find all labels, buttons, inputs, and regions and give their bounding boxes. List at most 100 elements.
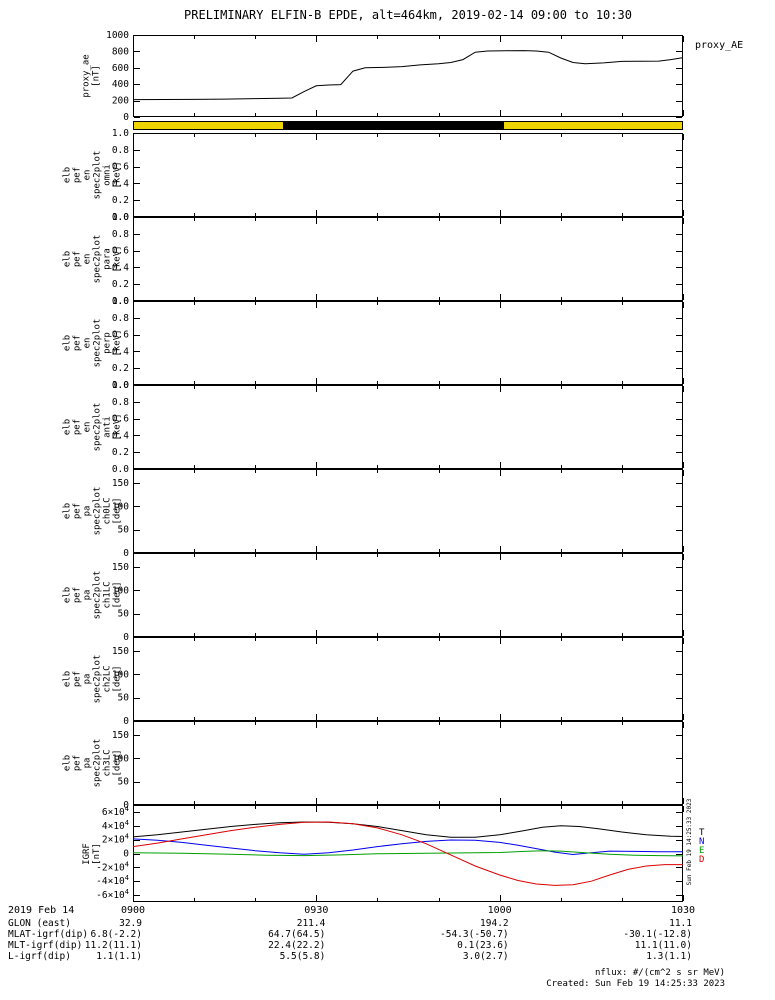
annotation-value: 11.1(11.0) [634,940,692,951]
ytick-label: 0.2 [112,447,129,458]
ytick-label: 100 [112,753,129,764]
panel-proxy_ae: 0 200 400 600 800 1000 [106,30,684,123]
ytick-label: 0 [123,112,129,123]
availability-segment [504,122,682,129]
ytick-label: 1000 [106,30,129,41]
xtick-label: 0930 [304,905,329,916]
ytick-label: 1.0 [112,380,129,391]
annotation-value: -30.1(-12.8) [623,929,692,940]
ytick-label: 400 [112,79,129,90]
ytick-label: 150 [112,730,129,741]
plot-title: PRELIMINARY ELFIN-B EPDE, alt=464km, 201… [184,8,632,22]
ylabel-pa_ch3lc: elb pef pa spec2plot ch3LC [deg] [56,721,128,805]
ytick-label: 150 [112,646,129,657]
series-D [132,821,683,886]
ytick-label: 50 [118,693,130,704]
ytick-label: 600 [112,63,129,74]
ytick-label: 0 [123,849,129,860]
ytick-label: 0.4 [112,346,129,357]
ytick-label: 4×104 [102,819,129,832]
ytick-label: -4×104 [96,874,129,887]
ytick-label: 50 [118,609,130,620]
ylabel-text: elb pef en spec2plot omni [keV] [62,150,122,200]
ytick-label: 6×104 [102,805,129,818]
ylabel-text: elb pef pa spec2plot ch0LC [deg] [62,486,122,536]
ylabel-en_para: elb pef en spec2plot para [keV] [56,217,128,301]
ytick-label: 50 [118,777,130,788]
ylabel-text: elb pef pa spec2plot ch2LC [deg] [62,654,122,704]
igrf-legend-E: E [699,846,705,856]
series-E [132,850,684,857]
ytick-label: -2×104 [96,860,129,873]
ytick-label: 800 [112,46,129,57]
igrf-legend-N: N [699,837,705,847]
ytick-label: 1.0 [112,212,129,223]
igrf-legend-T: T [699,828,705,838]
ytick-label: 100 [112,669,129,680]
ylabel-pa_ch0lc: elb pef pa spec2plot ch0LC [deg] [56,469,128,553]
annotation-row-label: MLAT-igrf(dip) [8,929,89,940]
panel-pa_ch1lc: 0 50 100 150 [112,553,684,643]
panel-en_anti: 0.0 0.2 0.4 0.6 0.8 1.0 [112,380,684,475]
ytick-label: 100 [112,585,129,596]
panel-en_para: 0.0 0.2 0.4 0.6 0.8 1.0 [112,212,684,307]
panel-pa_ch3lc: 0 50 100 150 [112,721,684,811]
footer-notes: nflux: #/(cm^2 s sr MeV) Created: Sun Fe… [546,968,725,990]
ytick-label: 0.8 [112,313,129,324]
ytick-label: 100 [112,501,129,512]
ylabel-text: elb pef pa spec2plot ch3LC [deg] [62,738,122,788]
ylabel-text: elb pef en spec2plot perp [keV] [62,318,122,368]
series-proxy_AE [132,50,684,101]
ylabel-en_perp: elb pef en spec2plot perp [keV] [56,301,128,385]
ytick-label: -6×104 [96,888,129,901]
ytick-label: 0.8 [112,229,129,240]
annotation-value: 0.1(23.6) [457,940,509,951]
annotation-row-label: GLON (east) [8,918,71,929]
ytick-label: 0.4 [112,430,129,441]
ytick-label: 0 [123,548,129,559]
ytick-label: 0.6 [112,330,129,341]
ytick-label: 0.0 [112,464,129,475]
xtick-label: 1000 [487,905,512,916]
ylabel-text: IGRF [nT] [82,842,102,865]
annotation-value: 6.8(-2.2) [90,929,142,940]
ytick-label: 0.6 [112,414,129,425]
panel-en_omni: 0.0 0.2 0.4 0.6 0.8 1.0 [112,128,684,223]
ylabel-text: proxy_ae [nT] [81,54,102,98]
ylabel-en_anti: elb pef en spec2plot anti [keV] [56,385,128,469]
annotation-value: -54.3(-50.7) [440,929,509,940]
ytick-label: 0.8 [112,397,129,408]
ytick-label: 150 [112,562,129,573]
ylabel-igrf: IGRF [nT] [56,805,128,902]
annotation-value: 11.1 [669,918,692,929]
ylabel-text: elb pef pa spec2plot ch1LC [deg] [62,570,122,620]
ytick-label: 0.4 [112,178,129,189]
annotation-value: 194.2 [480,918,509,929]
annotation-row-label: L-igrf(dip) [8,951,71,962]
annotation-value: 211.4 [296,918,326,929]
annotation-value: 22.4(22.2) [268,940,326,951]
annotation-value: 1.1(1.1) [96,951,142,962]
ytick-label: 0.6 [112,246,129,257]
proxy-ae-legend-label: proxy_AE [695,40,744,51]
annotation-value: 1.3(1.1) [646,951,692,962]
series-T [132,821,684,838]
side-timestamp: Sun Feb 19 14:25:33 2023 [686,798,693,886]
ytick-label: 0.0 [112,212,129,223]
panel-pa_ch2lc: 0 50 100 150 [112,637,684,727]
ytick-label: 0.0 [112,296,129,307]
panel-en_perp: 0.0 0.2 0.4 0.6 0.8 1.0 [112,296,684,391]
ytick-label: 0.4 [112,262,129,273]
ytick-label: 0.6 [112,162,129,173]
ytick-label: 0.0 [112,380,129,391]
availability-segment [283,122,505,129]
ytick-label: 200 [112,96,129,107]
panel-pa_ch0lc: 0 50 100 150 [112,469,684,559]
annotation-value: 32.9 [119,918,142,929]
created-timestamp: Created: Sun Feb 19 14:25:33 2023 [546,979,725,989]
annotation-row-label: MLT-igrf(dip) [8,940,83,951]
ytick-label: 0 [123,716,129,727]
ytick-label: 0.2 [112,363,129,374]
ytick-label: 0.2 [112,195,129,206]
